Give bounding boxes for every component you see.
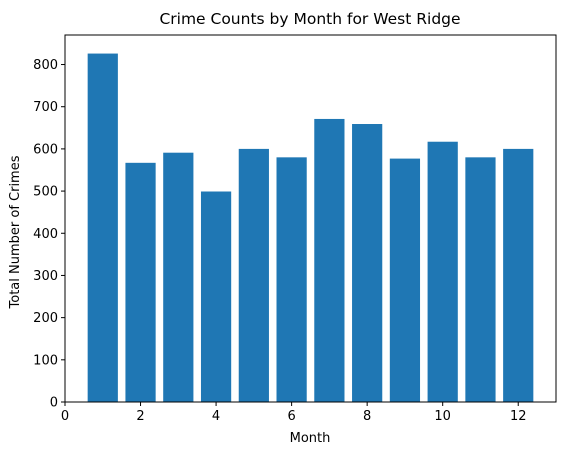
y-tick-label: 300 <box>33 269 58 284</box>
bar-month-8 <box>352 124 383 402</box>
bars-group <box>87 53 534 403</box>
x-tick-label: 0 <box>61 409 69 424</box>
chart-title: Crime Counts by Month for West Ridge <box>159 10 460 28</box>
bar-month-1 <box>87 53 118 403</box>
bar-month-11 <box>465 157 496 402</box>
y-tick-label: 600 <box>33 142 58 157</box>
y-tick-label: 700 <box>33 100 58 115</box>
x-axis-label: Month <box>290 431 331 446</box>
x-tick-label: 6 <box>287 409 295 424</box>
y-tick-label: 500 <box>33 185 58 200</box>
x-tick-label: 12 <box>510 409 527 424</box>
bar-month-10 <box>427 141 458 402</box>
bar-month-5 <box>238 148 269 402</box>
x-axis: 0 2 4 6 8 10 12 <box>61 402 527 424</box>
bar-month-9 <box>389 158 421 402</box>
x-tick-label: 8 <box>363 409 371 424</box>
x-tick-label: 2 <box>136 409 144 424</box>
y-tick-label: 200 <box>33 311 58 326</box>
y-axis: 0 100 200 300 400 500 600 700 800 <box>33 58 65 411</box>
x-tick-label: 4 <box>212 409 220 424</box>
bar-month-7 <box>314 118 345 402</box>
bar-month-6 <box>276 157 307 402</box>
y-tick-label: 800 <box>33 58 58 73</box>
x-tick-label: 10 <box>434 409 451 424</box>
y-axis-label: Total Number of Crimes <box>8 155 23 309</box>
y-tick-label: 400 <box>33 227 58 242</box>
plot-frame <box>64 34 557 403</box>
bar-month-3 <box>163 152 194 402</box>
y-tick-label: 0 <box>50 396 58 411</box>
bar-month-12 <box>503 148 534 402</box>
bar-month-2 <box>125 162 156 402</box>
y-tick-label: 100 <box>33 353 58 368</box>
bar-month-4 <box>200 191 232 402</box>
